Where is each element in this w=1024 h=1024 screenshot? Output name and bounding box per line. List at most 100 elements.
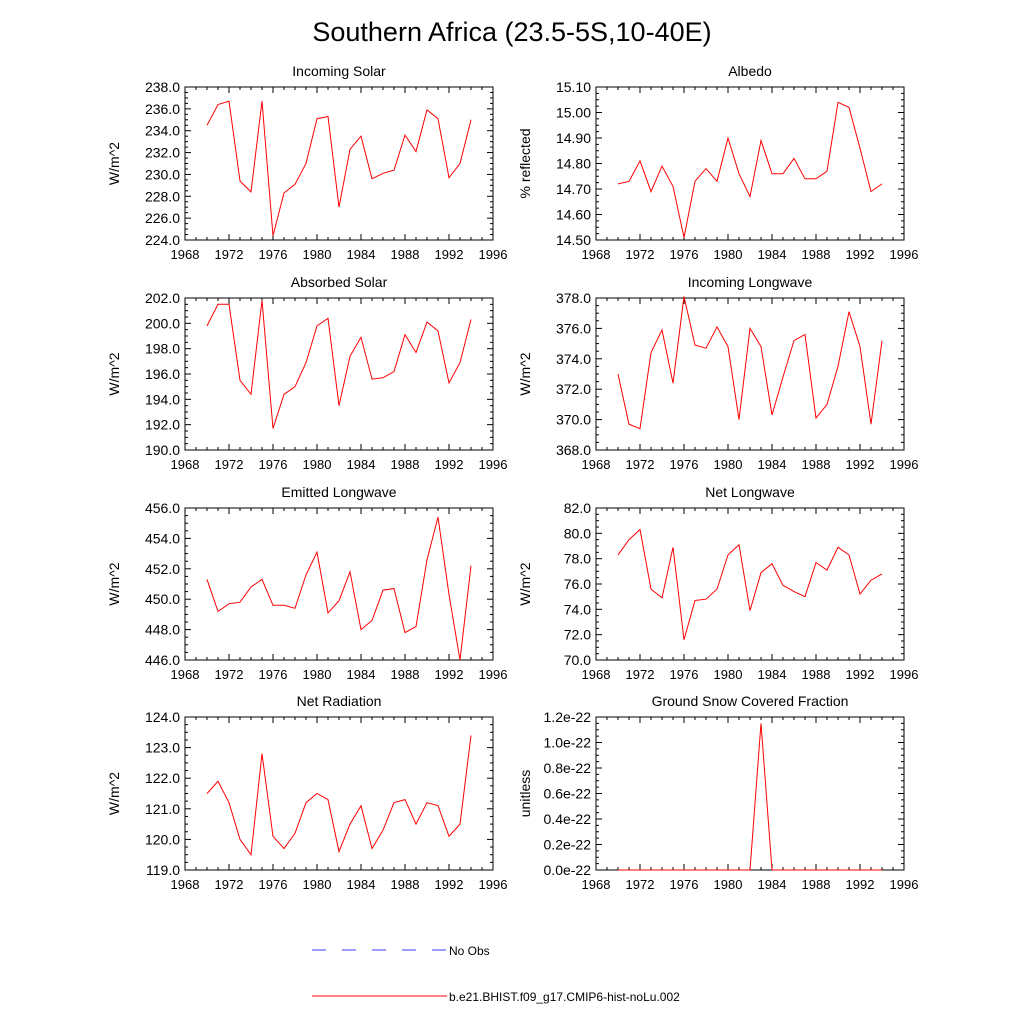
y-tick-label: 372.0 — [556, 381, 591, 397]
x-tick-label: 1996 — [890, 667, 919, 682]
x-tick-label: 1976 — [259, 457, 288, 472]
x-tick-label: 1980 — [303, 457, 332, 472]
y-tick-label: 1.0e-22 — [544, 735, 592, 751]
x-tick-label: 1972 — [215, 667, 244, 682]
x-tick-label: 1972 — [215, 877, 244, 892]
x-tick-label: 1996 — [890, 457, 919, 472]
x-tick-label: 1992 — [846, 667, 875, 682]
x-tick-label: 1976 — [259, 877, 288, 892]
chart-panel-5: 1968 1972 1976 1980 1984 1988 1992 1996 446.0 448… — [106, 484, 507, 682]
y-tick-label: 0.8e-22 — [544, 760, 592, 776]
y-tick-label: 190.0 — [145, 442, 180, 458]
y-tick-label: 238.0 — [145, 79, 180, 95]
y-tick-label: 368.0 — [556, 442, 591, 458]
y-tick-label: 0.0e-22 — [544, 862, 592, 878]
y-tick-label: 194.0 — [145, 391, 180, 407]
y-tick-label: 15.10 — [556, 79, 591, 95]
y-tick-label: 374.0 — [556, 351, 591, 367]
y-tick-label: 228.0 — [145, 188, 180, 204]
y-axis-label: W/m^2 — [517, 352, 533, 395]
chart-panel-2: 1968 1972 1976 1980 1984 1988 1992 1996 14.50 14.… — [517, 63, 918, 262]
legend-label: b.e21.BHIST.f09_g17.CMIP6-hist-noLu.002 — [449, 990, 680, 1004]
x-tick-label: 1988 — [391, 247, 420, 262]
x-tick-label: 1972 — [626, 247, 655, 262]
x-tick-label: 1972 — [626, 877, 655, 892]
x-tick-label: 1996 — [479, 457, 508, 472]
x-tick-label: 1968 — [582, 877, 611, 892]
x-tick-label: 1984 — [758, 667, 787, 682]
y-tick-label: 124.0 — [145, 709, 180, 725]
y-tick-label: 120.0 — [145, 831, 180, 847]
x-tick-label: 1980 — [303, 667, 332, 682]
figure-title: Southern Africa (23.5-5S,10-40E) — [312, 17, 711, 47]
x-tick-label: 1984 — [347, 667, 376, 682]
y-tick-label: 452.0 — [145, 561, 180, 577]
y-tick-label: 76.0 — [564, 576, 591, 592]
x-tick-label: 1976 — [259, 247, 288, 262]
y-axis-label: W/m^2 — [106, 562, 122, 605]
y-tick-label: 15.00 — [556, 105, 591, 121]
y-tick-label: 14.80 — [556, 156, 591, 172]
y-tick-label: 232.0 — [145, 145, 180, 161]
x-tick-label: 1988 — [391, 457, 420, 472]
panel-title: Incoming Solar — [292, 63, 386, 79]
x-tick-label: 1988 — [391, 877, 420, 892]
y-axis-label: W/m^2 — [517, 562, 533, 605]
x-tick-label: 1980 — [714, 667, 743, 682]
chart-panel-4: 1968 1972 1976 1980 1984 1988 1992 1996 368.0 370… — [517, 274, 918, 472]
x-tick-label: 1988 — [802, 457, 831, 472]
y-tick-label: 14.60 — [556, 207, 591, 223]
x-tick-label: 1972 — [626, 667, 655, 682]
panel-title: Ground Snow Covered Fraction — [652, 693, 849, 709]
y-tick-label: 450.0 — [145, 591, 180, 607]
x-tick-label: 1976 — [670, 247, 699, 262]
series-line — [206, 516, 472, 661]
y-tick-label: 82.0 — [564, 500, 591, 516]
x-tick-label: 1988 — [802, 667, 831, 682]
y-tick-label: 80.0 — [564, 525, 591, 541]
y-tick-label: 448.0 — [145, 622, 180, 638]
legend-label: No Obs — [449, 944, 490, 958]
x-tick-label: 1980 — [303, 247, 332, 262]
y-tick-label: 78.0 — [564, 551, 591, 567]
x-tick-label: 1976 — [259, 667, 288, 682]
series-line — [206, 100, 472, 236]
x-tick-label: 1992 — [435, 457, 464, 472]
chart-panel-1: 1968 1972 1976 1980 1984 1988 1992 1996 224.0 226… — [106, 63, 507, 262]
panel-title: Net Radiation — [297, 693, 382, 709]
x-tick-label: 1976 — [670, 667, 699, 682]
x-tick-label: 1968 — [171, 247, 200, 262]
x-tick-label: 1988 — [802, 247, 831, 262]
y-tick-label: 192.0 — [145, 417, 180, 433]
x-tick-label: 1976 — [670, 457, 699, 472]
panel-title: Net Longwave — [705, 484, 795, 500]
y-tick-label: 226.0 — [145, 210, 180, 226]
y-tick-label: 234.0 — [145, 123, 180, 139]
x-tick-label: 1996 — [479, 877, 508, 892]
plot-frame — [595, 507, 905, 661]
x-tick-label: 1968 — [582, 247, 611, 262]
y-tick-label: 14.90 — [556, 130, 591, 146]
chart-panel-6: 1968 1972 1976 1980 1984 1988 1992 1996 70.0 72.0… — [517, 484, 918, 682]
x-tick-label: 1992 — [435, 247, 464, 262]
legend: No Obs b.e21.BHIST.f09_g17.CMIP6-hist-noL… — [312, 944, 680, 1004]
legend-item: No Obs — [312, 944, 490, 958]
series-line — [617, 296, 883, 430]
x-tick-label: 1984 — [347, 457, 376, 472]
plot-frame — [595, 716, 905, 871]
x-tick-label: 1972 — [626, 457, 655, 472]
y-tick-label: 446.0 — [145, 652, 180, 668]
series-line — [617, 528, 883, 640]
y-tick-label: 202.0 — [145, 290, 180, 306]
x-tick-label: 1992 — [435, 667, 464, 682]
x-tick-label: 1968 — [582, 457, 611, 472]
panel-title: Emitted Longwave — [281, 484, 396, 500]
y-tick-label: 74.0 — [564, 601, 591, 617]
y-tick-label: 0.2e-22 — [544, 837, 592, 853]
x-tick-label: 1988 — [802, 877, 831, 892]
panel-title: Albedo — [728, 63, 772, 79]
x-tick-label: 1996 — [890, 247, 919, 262]
y-tick-label: 119.0 — [146, 862, 180, 878]
y-axis-label: W/m^2 — [106, 772, 122, 815]
